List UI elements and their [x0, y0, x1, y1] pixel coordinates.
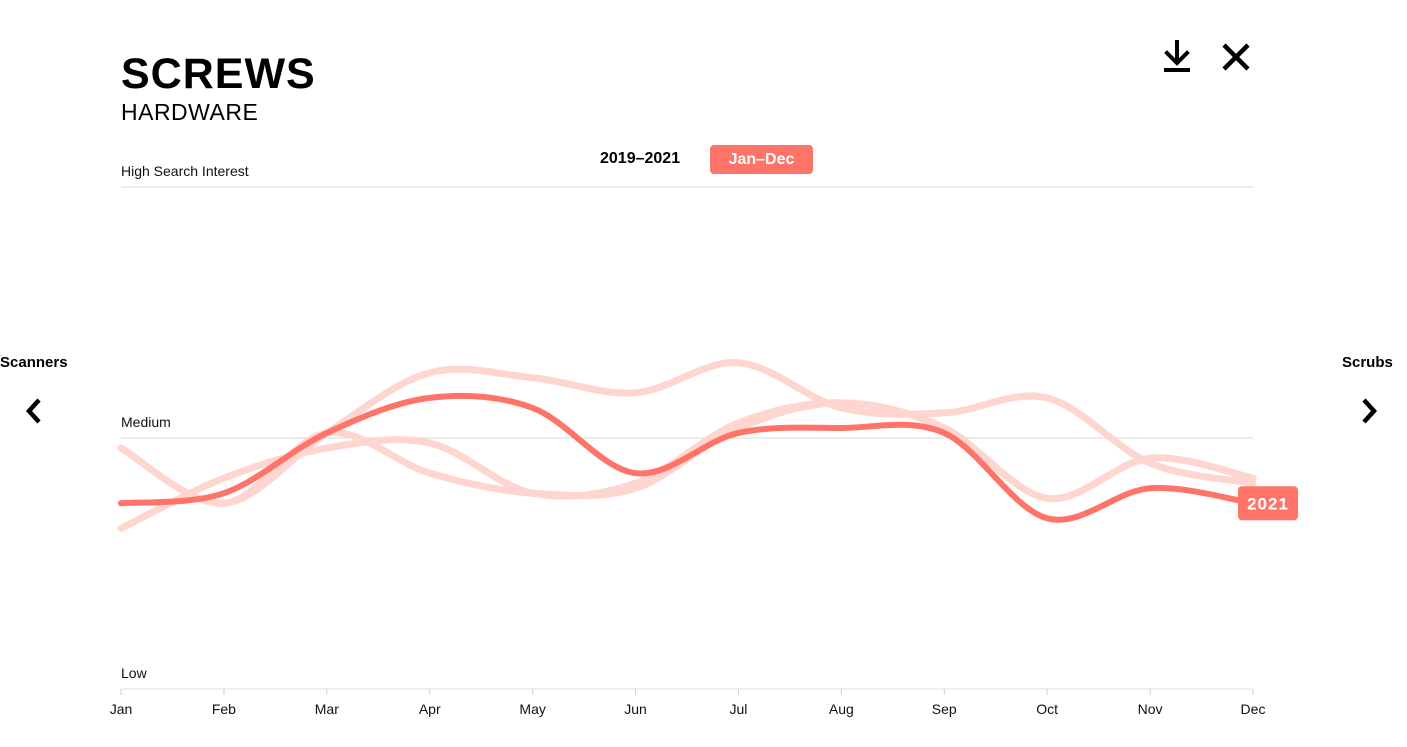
next-category-button[interactable] — [1354, 395, 1384, 427]
x-tick-label: Jun — [624, 701, 647, 717]
level-label: Medium — [121, 414, 171, 430]
year-badge-label: 2021 — [1247, 494, 1289, 513]
close-button[interactable] — [1218, 38, 1254, 76]
chevron-right-icon — [1362, 398, 1378, 424]
level-label: High Search Interest — [121, 163, 249, 179]
download-icon — [1164, 40, 1190, 72]
year-range-label: 2019–2021 — [600, 150, 681, 167]
prev-category-label[interactable]: Scanners — [0, 354, 68, 371]
x-tick-label: Oct — [1036, 701, 1058, 717]
x-tick-label: Jan — [110, 701, 133, 717]
month-range-chip[interactable]: Jan–Dec — [710, 145, 813, 174]
prev-category-button[interactable] — [19, 395, 49, 427]
year-badge — [1238, 486, 1298, 521]
x-tick-label: Mar — [315, 701, 339, 717]
x-tick-label: Sep — [932, 701, 957, 717]
x-tick-label: May — [519, 701, 545, 717]
x-tick-label: Apr — [419, 701, 441, 717]
x-tick-label: Jul — [730, 701, 748, 717]
x-tick-label: Aug — [829, 701, 854, 717]
chevron-left-icon — [25, 398, 41, 424]
x-tick-label: Nov — [1138, 701, 1163, 717]
download-button[interactable] — [1159, 38, 1195, 76]
close-icon — [1222, 43, 1250, 71]
page-title: SCREWS — [121, 50, 316, 98]
level-label: Low — [121, 665, 148, 681]
series-line-current — [118, 392, 1256, 523]
page-subtitle: HARDWARE — [121, 99, 259, 125]
x-tick-label: Dec — [1241, 701, 1266, 717]
x-tick-label: Feb — [212, 701, 236, 717]
series-line-previous — [117, 359, 1257, 507]
next-category-label[interactable]: Scrubs — [1342, 354, 1393, 371]
